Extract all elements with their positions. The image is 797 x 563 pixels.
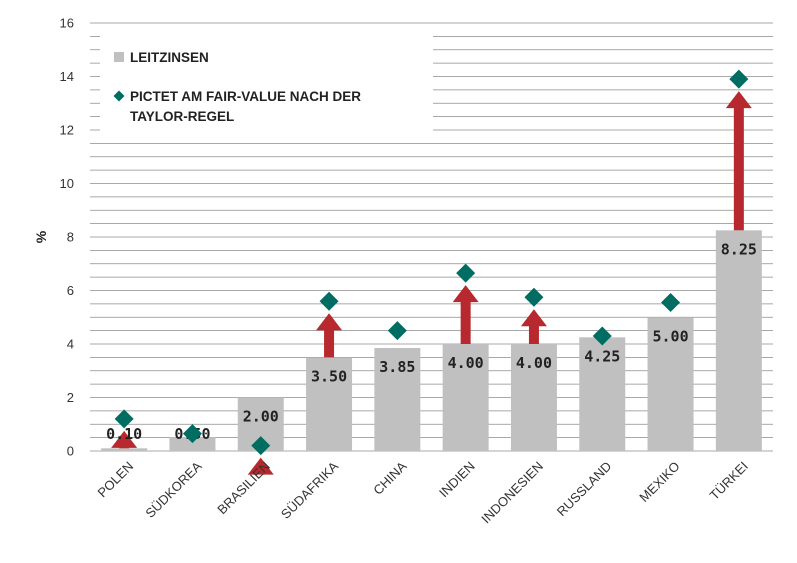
fair-value-diamond (114, 409, 134, 429)
legend-label-leitzinsen: LEITZINSEN (130, 50, 209, 65)
x-category-label: SÜDKOREA (142, 458, 204, 520)
bar (715, 230, 762, 451)
y-tick-label: 14 (60, 69, 74, 84)
arrow-head (520, 309, 547, 327)
arrow-head (316, 313, 343, 331)
fair-value-diamond (387, 321, 407, 341)
legend-label-fair-value-line-1: PICTET AM FAIR-VALUE NACH DER (130, 89, 361, 104)
y-tick-label: 12 (60, 123, 74, 138)
bar-value-label: 0.10 (106, 425, 142, 443)
arrow-shaft (324, 329, 335, 358)
bar (510, 344, 557, 451)
bar (647, 317, 694, 451)
bar (442, 344, 489, 451)
bar-value-label: 4.25 (584, 347, 620, 365)
arrow-shaft (528, 325, 539, 344)
y-axis-ticks: 0 2 4 6 8 10 12 14 16 (60, 16, 74, 459)
arrows (111, 91, 752, 475)
bar-value-label: 5.00 (652, 327, 688, 345)
y-tick-label: 0 (67, 444, 74, 459)
fair-value-diamond (592, 326, 612, 346)
arrow-head (725, 91, 752, 109)
bar-value-label: 4.00 (516, 354, 552, 372)
bar-value-label: 2.00 (243, 408, 279, 426)
x-category-label: INDONESIEN (478, 459, 546, 527)
y-tick-label: 6 (67, 283, 74, 298)
y-tick-label: 10 (60, 176, 74, 191)
legend-swatch-bar (114, 52, 124, 62)
y-tick-label: 16 (60, 16, 74, 31)
bar (169, 437, 216, 451)
bar (306, 357, 353, 451)
bar-value-label: 3.50 (311, 367, 347, 385)
x-category-label: BRASILIEN (214, 459, 273, 518)
legend-swatch-diamond (113, 90, 125, 102)
fair-value-diamond (661, 293, 681, 313)
bar (101, 448, 148, 451)
bar-value-labels: 0.100.502.003.503.854.004.004.255.008.25 (106, 240, 757, 443)
y-tick-label: 2 (67, 390, 74, 405)
y-axis-label: % (33, 230, 49, 243)
bar-value-label: 4.00 (448, 354, 484, 372)
x-category-label: CHINA (370, 458, 409, 497)
x-axis-categories: POLEN SÜDKOREA BRASILIEN SÜDAFRIKA CHINA INDI… (94, 458, 750, 526)
fair-value-diamond (319, 291, 339, 311)
arrow-head (452, 285, 479, 303)
fair-value-diamond (524, 287, 544, 307)
bar-value-label: 3.85 (379, 358, 415, 376)
fair-value-diamond (251, 436, 271, 456)
legend: LEITZINSEN PICTET AM FAIR-VALUE NACH DER… (100, 36, 433, 132)
y-tick-label: 8 (67, 230, 74, 245)
x-category-label: INDIEN (436, 459, 478, 501)
legend-background (100, 36, 433, 132)
arrow-shaft (733, 107, 744, 231)
x-category-label: RUSSLAND (554, 459, 615, 520)
bars (101, 230, 762, 451)
arrow-head (111, 430, 138, 448)
fair-value-diamond (729, 69, 749, 89)
fair-value-diamond (182, 424, 202, 444)
x-category-label: SÜDAFRIKA (278, 458, 341, 521)
x-category-label: TÜRKEI (707, 459, 751, 503)
arrow-head (247, 457, 274, 475)
arrow-shaft (460, 301, 471, 344)
x-category-label: POLEN (94, 459, 136, 501)
fair-value-diamond (456, 263, 476, 283)
bar (579, 337, 626, 451)
bar-value-label: 8.25 (721, 240, 757, 258)
x-category-label: MEXIKO (636, 459, 682, 505)
legend-label-fair-value-line-2: TAYLOR-REGEL (130, 109, 234, 124)
bar (374, 348, 421, 451)
y-tick-label: 4 (67, 337, 74, 352)
fair-value-markers (114, 69, 749, 456)
